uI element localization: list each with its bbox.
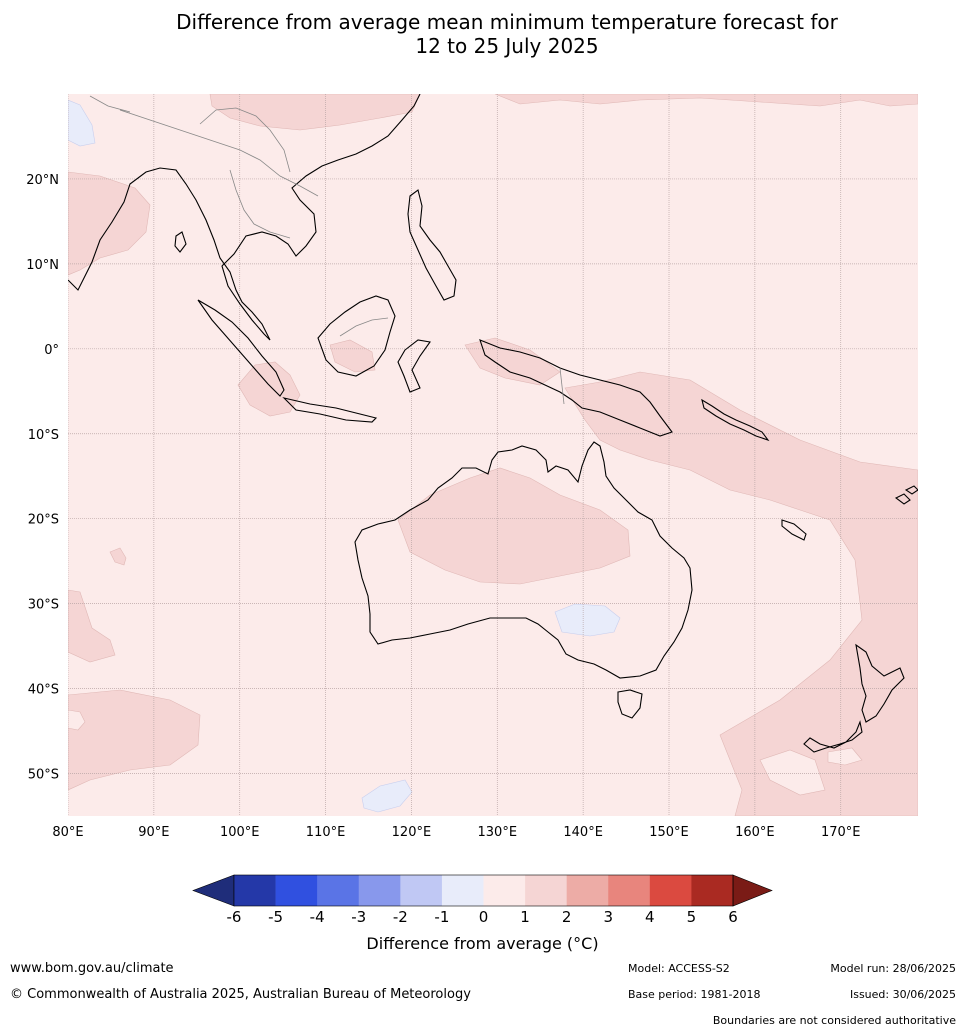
anomaly-regions: [68, 94, 918, 816]
coastline-australia: [354, 441, 693, 679]
latitude-label: 20°N: [26, 173, 59, 188]
longitude-label: 150°E: [649, 825, 689, 840]
footer-model-run: Model run: 28/06/2025: [830, 962, 956, 975]
latitude-label: 30°S: [28, 598, 59, 613]
coastline-new-zealand-south: [803, 720, 863, 753]
longitude-label: 130°E: [478, 825, 518, 840]
anomaly-cool-region-tibet: [68, 99, 96, 147]
colorbar-tick-label: 4: [645, 908, 655, 926]
anomaly-region-north-pacific-east: [494, 94, 918, 107]
map-title: Difference from average mean minimum tem…: [0, 10, 965, 58]
coastline-borneo: [317, 295, 396, 377]
colorbar-tick-label: -4: [310, 908, 325, 926]
colorbar-bin: [317, 875, 360, 906]
colorbar-bin: [691, 875, 734, 906]
anomaly-region-south-ocean: [68, 689, 201, 791]
coastline-philippines: [407, 189, 457, 301]
colorbar-bin: [525, 875, 567, 906]
anomaly-region-nz-exclusion: [759, 749, 826, 796]
latitude-labels: 20°N 10°N 0° 10°S 20°S 30°S 40°S 50°S: [26, 173, 59, 783]
colorbar-bin: [441, 875, 484, 906]
longitude-labels: 80°E 90°E 100°E 110°E 120°E 130°E 140°E 150°E 16…: [52, 825, 860, 840]
colorbar-tick-label: 2: [562, 908, 572, 926]
border-southeast-asia: [89, 95, 319, 239]
latitude-label: 10°N: [26, 258, 59, 273]
coastline-solomon-islands: [701, 398, 770, 442]
latitude-label: 50°S: [28, 768, 59, 783]
colorbar-tick-label: -3: [351, 908, 366, 926]
colorbar-tick-labels: -6 -5 -4 -3 -2 -1 0 1 2 3 4 5 6: [227, 908, 738, 926]
coastline-tasmania: [617, 689, 643, 719]
coastline-sulawesi: [397, 339, 431, 393]
anomaly-region-southwest-ocean: [68, 589, 116, 663]
anomaly-region-borneo: [329, 339, 376, 373]
coastline-sumatra: [197, 299, 285, 397]
colorbar-tick-label: -1: [434, 908, 449, 926]
colorbar-tick-label: 5: [687, 908, 697, 926]
colorbar-tick-label: 1: [520, 908, 530, 926]
colorbar-bin: [400, 875, 443, 906]
colorbar-tick-label: 3: [603, 908, 613, 926]
anomaly-region-indonesia: [237, 361, 301, 417]
longitude-label: 90°E: [138, 825, 169, 840]
colorbar-bin: [234, 875, 276, 906]
longitude-label: 120°E: [392, 825, 432, 840]
footer-website: www.bom.gov.au/climate: [10, 961, 174, 976]
anomaly-region-coral-sea: [564, 371, 918, 816]
colorbar-tick-label: 6: [728, 908, 738, 926]
colorbar-label: Difference from average (°C): [366, 934, 599, 953]
footer-copyright: © Commonwealth of Australia 2025, Austra…: [10, 987, 471, 1002]
anomaly-region-india: [68, 171, 151, 276]
latitude-label: 20°S: [28, 513, 59, 528]
longitude-label: 170°E: [821, 825, 861, 840]
anomaly-cool-region-southern-ocean: [361, 779, 413, 813]
latitude-label: 10°S: [28, 428, 59, 443]
colorbar-low-extend: [192, 874, 235, 907]
footer-disclaimer: Boundaries are not considered authoritat…: [712, 1014, 956, 1027]
map-graticule: [68, 94, 918, 816]
colorbar-tick-label: 0: [479, 908, 489, 926]
country-borders: [89, 95, 565, 405]
longitude-label: 140°E: [563, 825, 603, 840]
colorbar-frame: [233, 874, 734, 907]
coastline-java: [282, 397, 378, 423]
anomaly-region-small-ocean: [109, 547, 127, 566]
coastline-asia-mainland: [68, 94, 421, 341]
longitude-label: 80°E: [52, 825, 83, 840]
footer-issued: Issued: 30/06/2025: [849, 988, 956, 1001]
colorbar-bin: [566, 875, 609, 906]
anomaly-region-south-ocean-hole: [68, 709, 86, 731]
colorbar-bin: [483, 875, 526, 906]
colorbar-bin: [275, 875, 318, 906]
colorbar-tick-label: -6: [227, 908, 242, 926]
colorbar-tick-label: -5: [268, 908, 283, 926]
latitude-label: 0°: [44, 343, 59, 358]
coastline-new-zealand-north: [855, 643, 905, 723]
colorbar-tick-label: -2: [393, 908, 408, 926]
footer-model: Model: ACCESS-S2: [628, 962, 730, 975]
anomaly-region-nz-exclusion-2: [827, 747, 863, 766]
title-line-2: 12 to 25 July 2025: [415, 34, 599, 58]
colorbar-bin: [358, 875, 401, 906]
colorbar-high-extend: [732, 874, 773, 907]
border-png: [559, 367, 565, 405]
coastline-fiji: [894, 485, 918, 505]
colorbar-bin: [608, 875, 651, 906]
colorbar: [192, 874, 773, 907]
border-malaysia: [339, 317, 389, 337]
coastline-new-caledonia: [781, 519, 807, 541]
colorbar-bin: [649, 875, 692, 906]
anomaly-region-new-guinea: [464, 337, 561, 386]
longitude-label: 110°E: [306, 825, 346, 840]
coastline-sri-lanka: [174, 231, 187, 253]
longitude-label: 160°E: [735, 825, 775, 840]
title-line-1: Difference from average mean minimum tem…: [176, 10, 838, 34]
footer-base-period: Base period: 1981-2018: [628, 988, 761, 1001]
latitude-label: 40°S: [28, 683, 59, 698]
longitude-label: 100°E: [220, 825, 260, 840]
anomaly-cool-region-south-australia: [554, 603, 621, 637]
